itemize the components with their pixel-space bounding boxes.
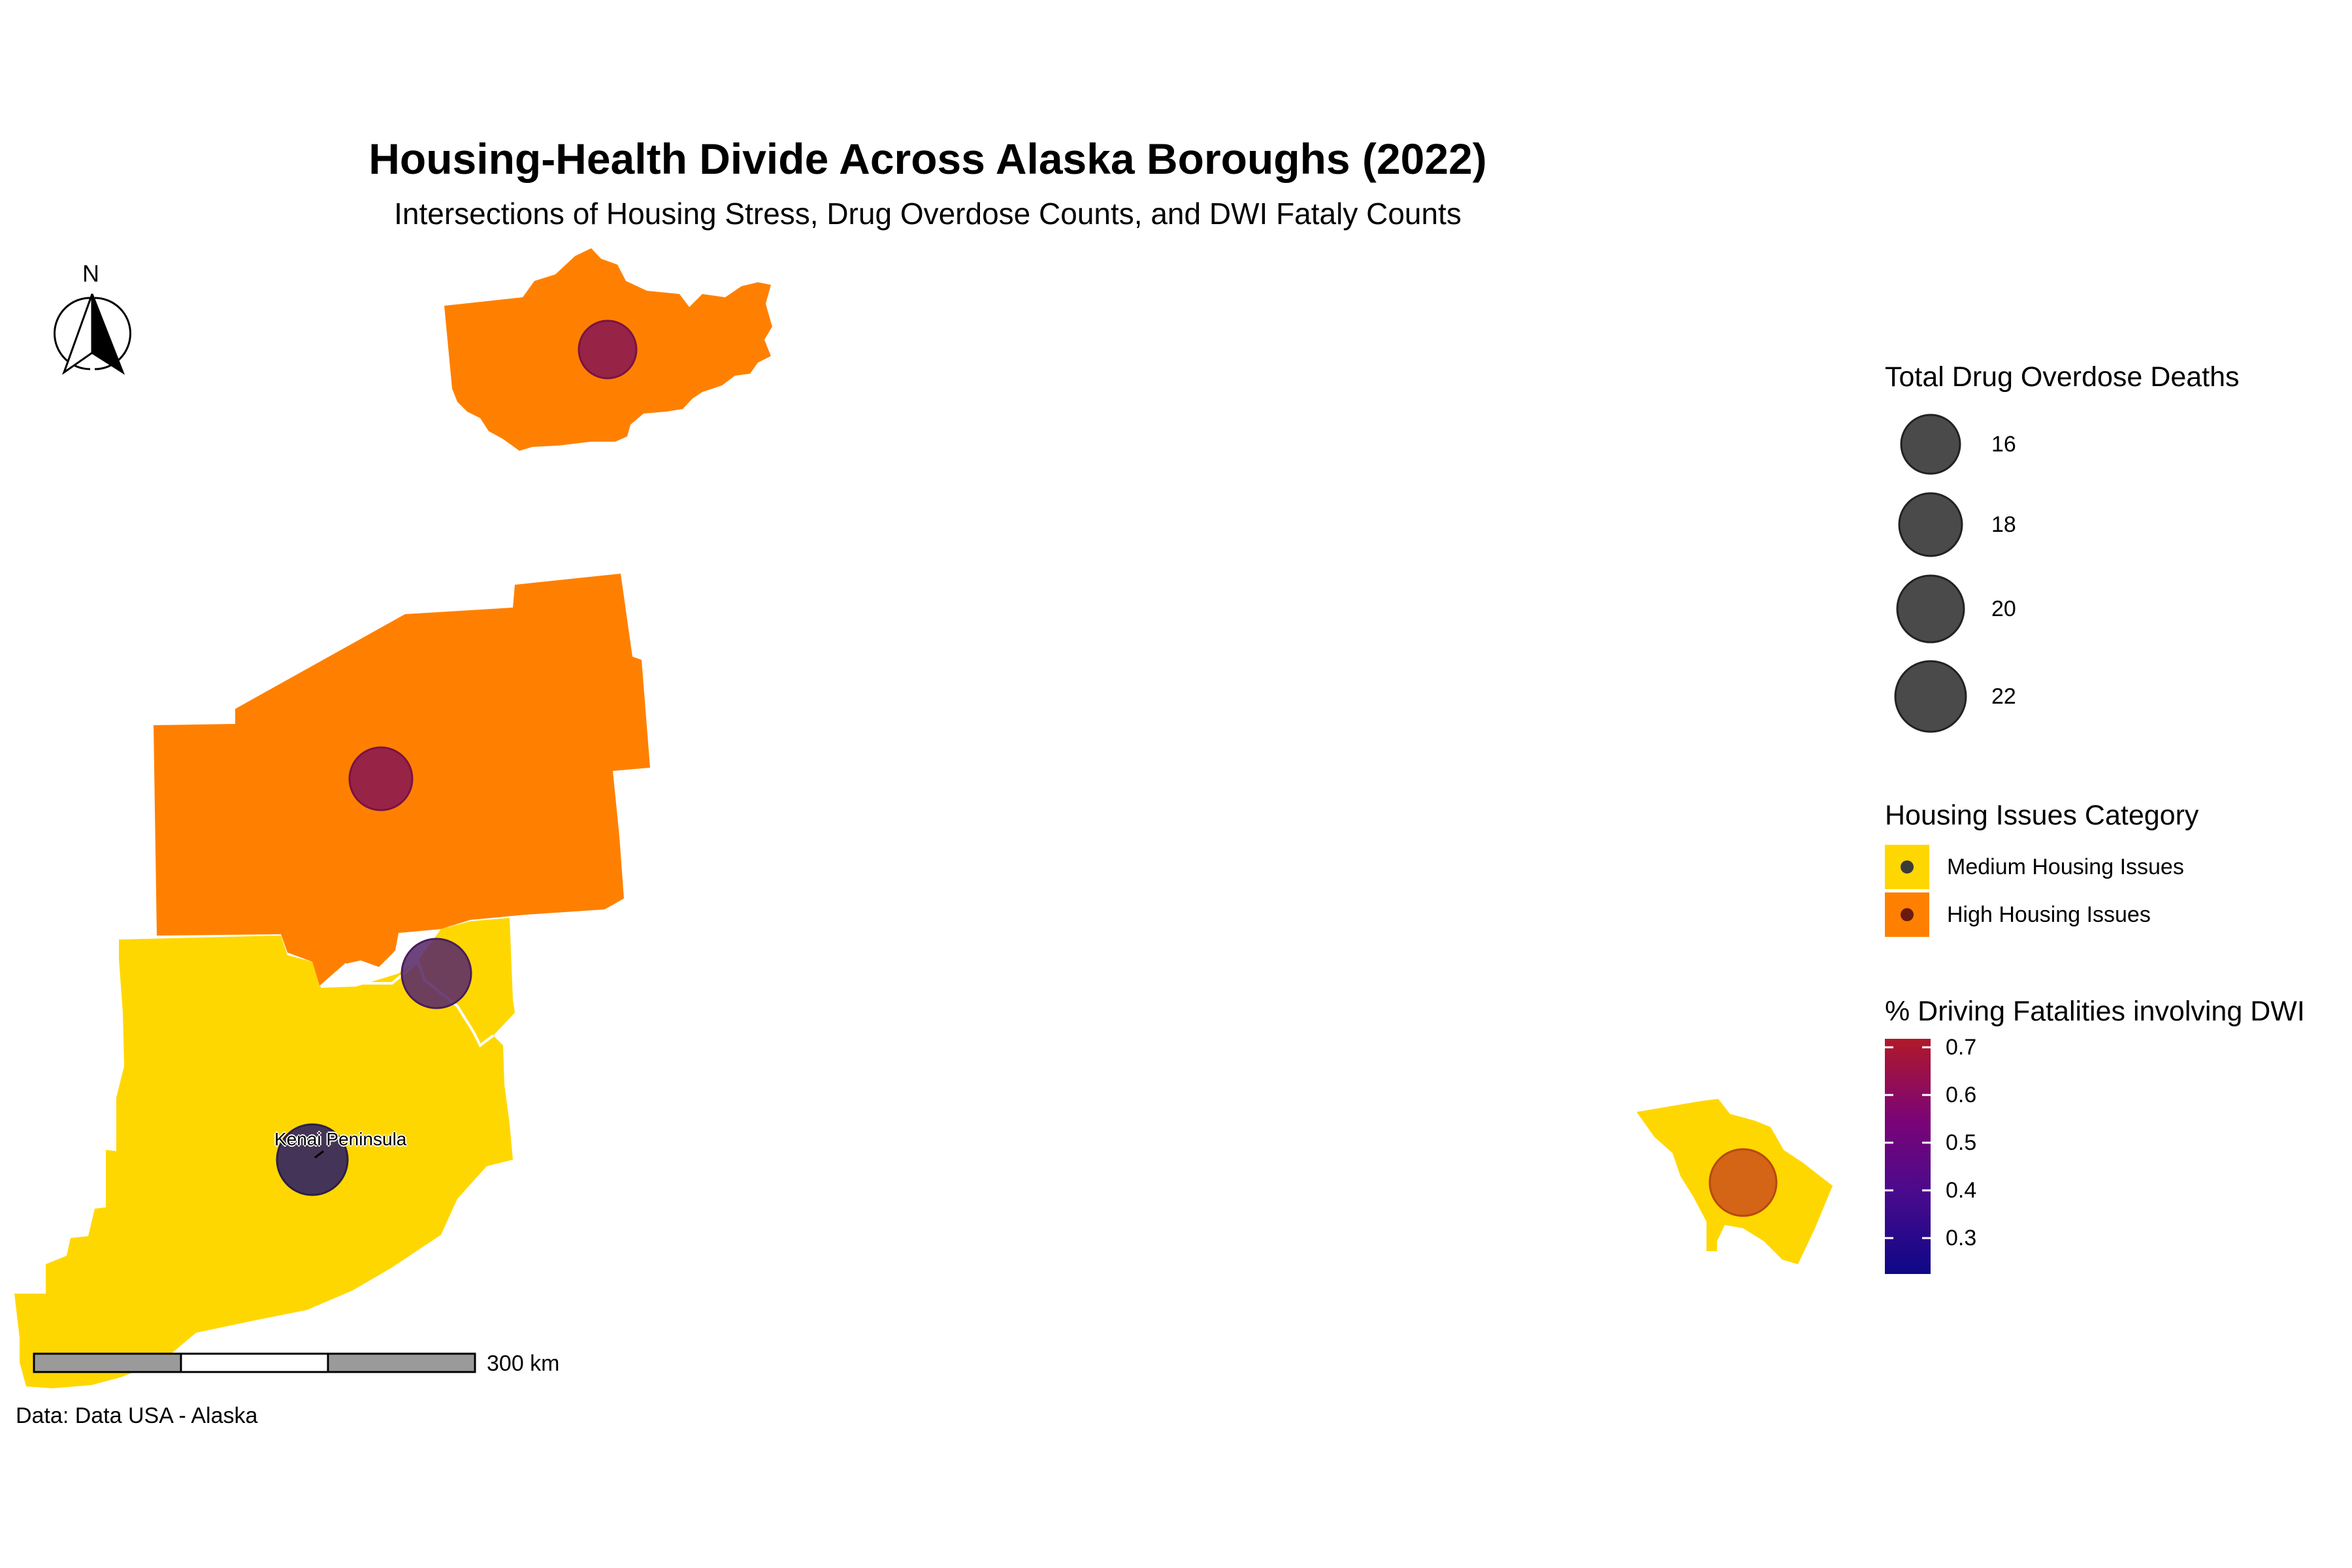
- overdose-bubble-kenai[interactable]: [276, 1123, 349, 1196]
- category-legend-label-medium: Medium Housing Issues: [1947, 855, 2184, 879]
- category-key-medium-dot: [1901, 860, 1914, 874]
- dwi-tick-0.7: 0.7: [1946, 1035, 1977, 1060]
- size-legend-circle-16: [1900, 414, 1961, 475]
- overdose-bubble-central[interactable]: [348, 746, 414, 811]
- dwi-colorbar-ticks: [1885, 1046, 1931, 1239]
- dwi-tick-0.6: 0.6: [1946, 1083, 1977, 1107]
- kenai-label-leader: [314, 1150, 324, 1159]
- size-legend-circle-20: [1896, 574, 1965, 644]
- overdose-bubble-matsu[interactable]: [400, 938, 472, 1009]
- north-arrow-circle-right: [94, 297, 131, 370]
- kenai-label: Kenai Peninsula: [274, 1129, 407, 1149]
- size-legend-circle-22: [1894, 660, 1967, 733]
- north-arrow-label: N: [82, 260, 99, 287]
- dwi-tick-0.5: 0.5: [1946, 1130, 1977, 1155]
- size-legend-label-16: 16: [1991, 432, 2016, 457]
- scale-bar-segment-1: [33, 1352, 182, 1373]
- size-legend-label-22: 22: [1991, 684, 2016, 709]
- data-source-caption: Data: Data USA - Alaska: [16, 1403, 258, 1428]
- overdose-bubble-southeast[interactable]: [1708, 1148, 1778, 1217]
- dwi-tick-0.3: 0.3: [1946, 1226, 1977, 1250]
- scale-bar-segment-2: [180, 1352, 329, 1373]
- dwi-legend-title: % Driving Fatalities involving DWI: [1885, 996, 2305, 1027]
- size-legend-label-18: 18: [1991, 512, 2016, 537]
- scale-bar-label: 300 km: [487, 1351, 560, 1376]
- borough-boundary-2: [319, 962, 347, 988]
- overdose-bubble-north[interactable]: [578, 319, 638, 380]
- size-legend-circle-18: [1898, 492, 1963, 557]
- category-legend-label-high: High Housing Issues: [1947, 902, 2151, 927]
- category-legend-title: Housing Issues Category: [1885, 800, 2199, 831]
- size-legend-label-20: 20: [1991, 596, 2016, 621]
- scale-bar: [33, 1352, 476, 1373]
- scale-bar-segment-3: [327, 1352, 476, 1373]
- dwi-colorbar: [1885, 1039, 1931, 1274]
- map-subtitle: Intersections of Housing Stress, Drug Ov…: [394, 197, 1462, 231]
- borough-kenai-medium: [14, 918, 515, 1388]
- category-key-high-dot: [1901, 908, 1914, 921]
- north-arrow: [54, 293, 131, 375]
- north-arrow-right-half: [91, 293, 125, 375]
- map-title: Housing-Health Divide Across Alaska Boro…: [368, 135, 1487, 183]
- size-legend-title: Total Drug Overdose Deaths: [1885, 361, 2240, 393]
- dwi-tick-0.4: 0.4: [1946, 1178, 1977, 1203]
